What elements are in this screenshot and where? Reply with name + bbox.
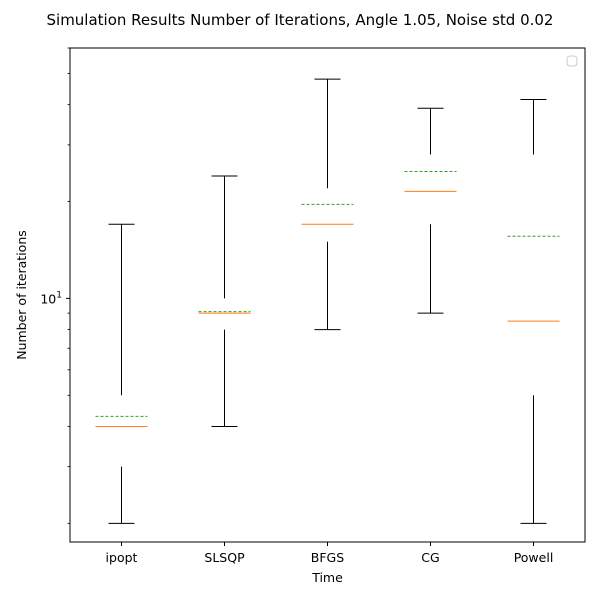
y-axis-label: Number of iterations (14, 230, 29, 360)
legend-box (566, 55, 578, 67)
x-tick-label: BFGS (311, 550, 344, 565)
y-tick-label: 101 (40, 290, 62, 306)
x-tick-label: CG (421, 550, 439, 565)
x-tick-label: SLSQP (204, 550, 245, 565)
x-axis-label: Time (311, 570, 343, 585)
x-tick-label: ipopt (106, 550, 138, 565)
chart-title: Simulation Results Number of Iterations,… (47, 11, 554, 29)
plot-area (95, 78, 560, 524)
x-tick-label: Powell (514, 550, 554, 565)
